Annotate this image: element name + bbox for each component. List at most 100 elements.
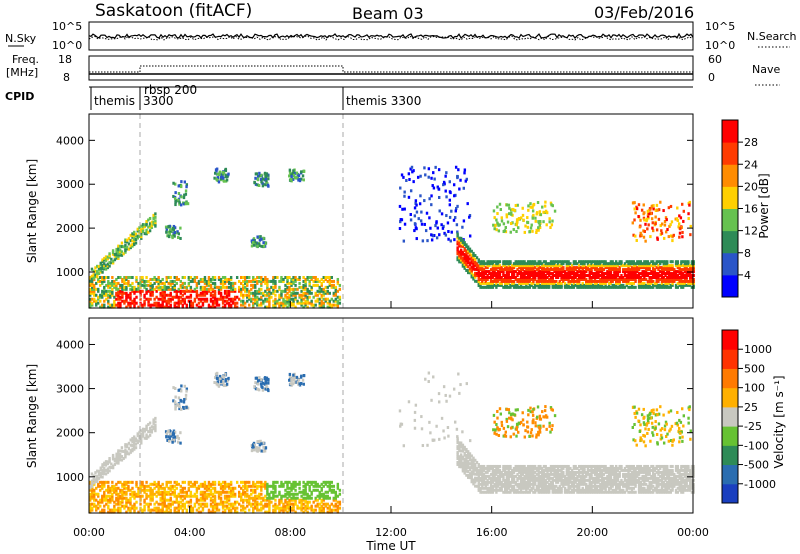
power-echo	[203, 275, 207, 279]
power-echo	[678, 231, 682, 235]
power-echo	[583, 270, 586, 274]
velocity-echo	[310, 492, 313, 496]
velocity-echo	[171, 502, 174, 506]
velocity-echo	[157, 490, 160, 494]
power-echo	[442, 180, 446, 184]
power-echo	[690, 275, 694, 279]
power-echo	[101, 258, 104, 262]
power-echo	[533, 277, 537, 281]
power-echo	[107, 281, 110, 285]
power-echo	[512, 264, 516, 268]
velocity-echo	[235, 510, 239, 514]
power-echo	[544, 274, 547, 278]
power-echo	[219, 293, 223, 297]
velocity-echo	[133, 437, 136, 441]
velocity-echo	[131, 444, 134, 447]
power-echo	[334, 291, 338, 295]
power-echo	[531, 216, 534, 220]
velocity-echo	[264, 482, 267, 486]
power-echo	[618, 268, 621, 272]
velocity-echo	[248, 496, 251, 500]
velocity-echo	[109, 508, 112, 512]
power-echo	[159, 303, 162, 307]
power-echo	[260, 275, 263, 279]
velocity-echo	[292, 480, 295, 484]
velocity-echo	[125, 443, 129, 447]
velocity-echo	[304, 492, 307, 496]
power-echo	[407, 195, 411, 199]
velocity-echo	[270, 496, 273, 500]
power-echo	[328, 281, 331, 285]
power-echo	[467, 251, 470, 255]
velocity-echo	[129, 506, 132, 510]
power-echo	[222, 171, 226, 175]
power-echo	[586, 279, 590, 283]
power-echo	[472, 273, 475, 277]
power-echo	[546, 275, 549, 279]
power-echo	[254, 301, 257, 305]
velocity-echo	[187, 486, 191, 490]
power-echo	[548, 217, 551, 221]
power-echo	[548, 283, 551, 287]
power-echo	[290, 301, 293, 305]
power-echo	[166, 234, 169, 238]
velocity-echo	[274, 506, 277, 510]
velocity-echo	[189, 504, 193, 508]
power-echo	[498, 277, 502, 281]
power-echo	[118, 248, 122, 252]
power-echo	[565, 266, 569, 270]
power-echo	[655, 281, 658, 285]
power-echo	[567, 262, 570, 266]
power-echo	[671, 266, 674, 270]
power-echo	[298, 277, 301, 281]
power-echo	[270, 279, 273, 283]
power-echo	[567, 266, 570, 270]
velocity-echo	[320, 488, 323, 492]
power-echo	[657, 274, 660, 278]
power-echo	[141, 223, 145, 227]
velocity-echo	[291, 376, 294, 380]
power-echo	[173, 279, 176, 283]
power-echo	[570, 283, 574, 287]
power-echo	[509, 275, 512, 279]
velocity-echo	[161, 506, 164, 510]
power-echo	[544, 279, 547, 283]
power-echo	[402, 239, 406, 243]
velocity-echo	[161, 500, 164, 504]
freq-left-label-2: [MHz]	[6, 66, 38, 79]
power-echo	[328, 301, 331, 305]
velocity-echo	[111, 466, 115, 470]
power-echo	[659, 285, 662, 289]
power-echo	[95, 299, 98, 303]
power-echo	[165, 279, 168, 283]
power-echo	[219, 281, 223, 285]
power-echo	[537, 228, 540, 232]
velocity-echo	[207, 482, 211, 486]
power-echo	[664, 266, 667, 270]
power-echo	[502, 222, 506, 226]
power-echo	[135, 289, 138, 293]
velocity-echo	[215, 382, 218, 386]
power-echo	[137, 305, 140, 309]
velocity-echo	[226, 379, 229, 383]
velocity-echo	[278, 490, 281, 494]
velocity-echo	[266, 386, 269, 390]
power-echo	[149, 283, 152, 287]
power-echo	[231, 299, 235, 303]
power-echo	[221, 305, 225, 309]
power-echo	[508, 212, 511, 216]
power-echo	[326, 285, 329, 289]
velocity-echo	[246, 488, 249, 492]
power-echo	[620, 275, 623, 279]
power-echo	[519, 283, 523, 287]
power-echo	[203, 285, 207, 289]
power-echo	[666, 268, 669, 272]
power-echo	[692, 281, 695, 285]
power-echo	[590, 262, 593, 266]
power-echo	[286, 279, 289, 283]
velocity-echo	[108, 458, 111, 462]
velocity-echo	[149, 502, 152, 506]
power-echo	[526, 277, 530, 281]
power-echo	[133, 232, 136, 236]
